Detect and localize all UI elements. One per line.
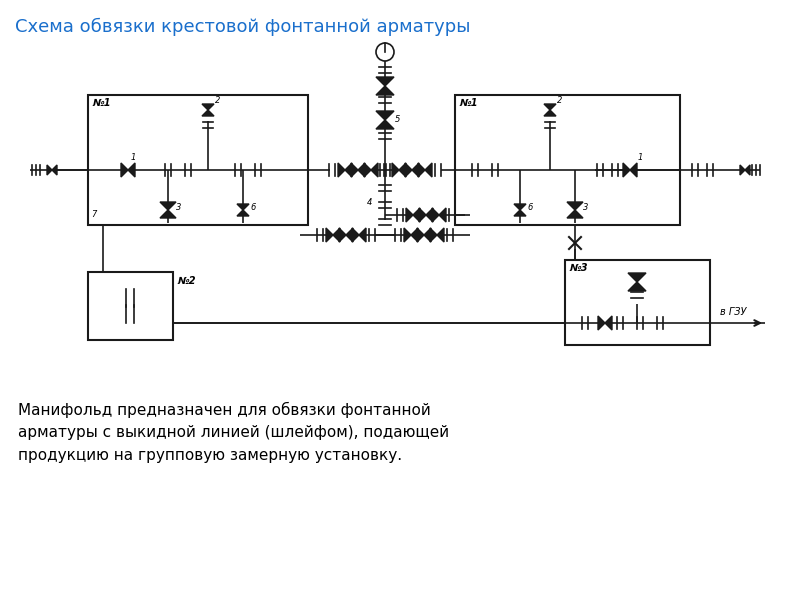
Polygon shape [605, 316, 612, 330]
Bar [88, 95, 308, 225]
Polygon shape [346, 228, 353, 242]
Polygon shape [358, 163, 365, 177]
Polygon shape [628, 282, 646, 291]
Polygon shape [418, 163, 425, 177]
Polygon shape [630, 163, 637, 177]
Polygon shape [424, 228, 431, 242]
Polygon shape [128, 163, 135, 177]
Polygon shape [392, 163, 399, 177]
Text: в ГЗУ: в ГЗУ [720, 307, 746, 317]
Text: 2: 2 [215, 96, 220, 105]
Polygon shape [439, 208, 446, 222]
Polygon shape [740, 165, 745, 175]
Polygon shape [376, 86, 394, 95]
Polygon shape [351, 163, 358, 177]
Polygon shape [376, 77, 394, 86]
Polygon shape [47, 165, 52, 175]
Polygon shape [628, 273, 646, 282]
Polygon shape [406, 208, 413, 222]
Text: 3: 3 [583, 203, 588, 212]
Polygon shape [160, 202, 176, 210]
Polygon shape [364, 163, 371, 177]
Polygon shape [376, 120, 394, 129]
Text: 6: 6 [250, 203, 255, 212]
Polygon shape [514, 204, 526, 210]
Polygon shape [411, 228, 418, 242]
Polygon shape [623, 163, 630, 177]
Polygon shape [371, 163, 378, 177]
Text: 4: 4 [367, 198, 372, 207]
Bar [455, 95, 680, 225]
Polygon shape [333, 228, 340, 242]
Text: 3: 3 [176, 203, 182, 212]
Bar [88, 272, 173, 340]
Polygon shape [399, 163, 406, 177]
Polygon shape [544, 104, 556, 110]
Polygon shape [404, 228, 411, 242]
Polygon shape [432, 208, 439, 222]
Polygon shape [237, 204, 249, 210]
Text: Манифольд предназначен для обвязки фонтанной
арматуры с выкидной линией (шлейфом: Манифольд предназначен для обвязки фонта… [18, 402, 449, 463]
Polygon shape [121, 163, 128, 177]
Text: 1: 1 [638, 153, 643, 162]
Polygon shape [338, 163, 345, 177]
Text: 6: 6 [527, 203, 532, 212]
Polygon shape [359, 228, 366, 242]
Polygon shape [544, 110, 556, 116]
Text: №2: №2 [177, 276, 195, 286]
Polygon shape [567, 210, 583, 218]
Polygon shape [425, 163, 432, 177]
Polygon shape [339, 228, 346, 242]
Polygon shape [202, 110, 214, 116]
Polygon shape [426, 208, 433, 222]
Text: №1: №1 [92, 98, 110, 108]
Text: 2: 2 [557, 96, 562, 105]
Text: №1: №1 [459, 98, 478, 108]
Polygon shape [417, 228, 424, 242]
Polygon shape [745, 165, 750, 175]
Text: 5: 5 [395, 115, 400, 124]
Text: №3: №3 [569, 263, 587, 273]
Polygon shape [52, 165, 57, 175]
Polygon shape [412, 163, 419, 177]
Polygon shape [419, 208, 426, 222]
Polygon shape [514, 210, 526, 216]
Polygon shape [352, 228, 359, 242]
Polygon shape [598, 316, 605, 330]
Bar [565, 260, 710, 345]
Text: Схема обвязки крестовой фонтанной арматуры: Схема обвязки крестовой фонтанной армату… [15, 18, 470, 36]
Polygon shape [430, 228, 437, 242]
Polygon shape [405, 163, 412, 177]
Polygon shape [437, 228, 444, 242]
Polygon shape [345, 163, 352, 177]
Polygon shape [413, 208, 420, 222]
Text: 7: 7 [91, 210, 96, 219]
Polygon shape [567, 202, 583, 210]
Polygon shape [237, 210, 249, 216]
Text: 1: 1 [131, 153, 136, 162]
Polygon shape [160, 210, 176, 218]
Polygon shape [326, 228, 333, 242]
Polygon shape [376, 111, 394, 120]
Polygon shape [202, 104, 214, 110]
